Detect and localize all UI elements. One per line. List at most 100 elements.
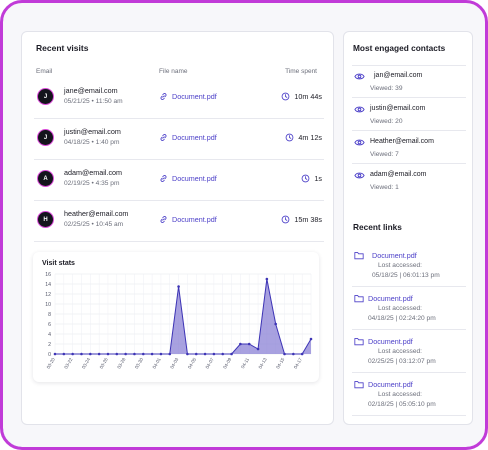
link-item[interactable]: Document.pdf Lost accessed: 02/18/25 | 0… [352, 374, 466, 416]
contact-email: jan@email.com [374, 72, 423, 79]
contact-email: adam@email.com [370, 171, 427, 178]
contact-item[interactable]: jan@email.com Viewed: 39 [352, 66, 466, 98]
data-point [159, 352, 163, 356]
eye-icon [354, 73, 365, 80]
link-item[interactable]: Document.pdf Lost accessed: 02/25/25 | 0… [352, 331, 466, 373]
avatar: A [37, 170, 54, 187]
visit-row[interactable]: J justin@email.com 04/18/25 • 1:40 pm Do… [34, 119, 324, 160]
x-tick-label: 04-15 [275, 357, 285, 370]
visit-datetime: 04/18/25 • 1:40 pm [64, 139, 120, 146]
link-icon [160, 134, 167, 141]
x-tick-label: 03-20 [46, 357, 56, 370]
data-point [150, 352, 154, 356]
avatar: J [37, 88, 54, 105]
visit-datetime: 05/21/25 • 11:50 am [64, 98, 123, 105]
file-name: Document.pdf [172, 174, 217, 183]
clock-icon [282, 92, 290, 101]
x-tick-label: 03-30 [134, 357, 144, 370]
recent-links-title: Recent links [353, 222, 402, 232]
x-tick-label: 04-05 [187, 357, 197, 370]
link-item[interactable]: Document.pdf Lost accessed: 04/18/25 | 0… [352, 288, 466, 330]
x-tick-label: 03-26 [99, 357, 109, 370]
data-point [309, 337, 313, 341]
x-tick-label: 04-09 [222, 357, 232, 370]
series-area [55, 279, 311, 354]
visit-row[interactable]: A adam@email.com 02/19/25 • 4:35 pm Docu… [34, 160, 324, 201]
last-accessed-date: 02/25/25 | 03:12:07 pm [368, 358, 436, 365]
file-link[interactable]: Document.pdf [159, 215, 217, 224]
file-name: Document.pdf [172, 133, 217, 142]
visit-datetime: 02/25/25 • 10:45 am [64, 221, 124, 228]
time-value: 1s [314, 174, 322, 183]
data-point [274, 322, 277, 326]
data-point [256, 347, 260, 351]
time-value: 10m 44s [294, 92, 322, 101]
last-accessed-label: Lost accessed: [378, 305, 422, 312]
visit-row[interactable]: J jane@email.com 05/21/25 • 11:50 am Doc… [34, 78, 324, 119]
data-point [212, 352, 216, 356]
data-point [80, 352, 83, 356]
contact-item[interactable]: Heather@email.com Viewed: 7 [352, 132, 466, 164]
folder-icon [354, 252, 364, 260]
y-tick-label: 12 [45, 292, 51, 298]
contact-email: Heather@email.com [370, 138, 434, 145]
contact-item[interactable]: justin@email.com Viewed: 20 [352, 99, 466, 131]
y-tick-label: 10 [45, 302, 51, 308]
column-header-file[interactable]: File name [159, 68, 188, 75]
contact-views: Viewed: 20 [370, 118, 403, 125]
last-accessed-label: Lost accessed: [378, 391, 422, 398]
folder-icon [354, 338, 364, 346]
data-point [141, 352, 145, 356]
y-tick-label: 14 [45, 282, 51, 288]
file-link[interactable]: Document.pdf [159, 92, 217, 101]
data-point [239, 342, 242, 346]
sidebar-card: Most engaged contacts jan@email.com View… [343, 31, 473, 425]
data-point [265, 277, 269, 281]
divider [352, 65, 466, 66]
y-tick-label: 4 [48, 332, 51, 338]
data-point [283, 352, 286, 356]
data-point [89, 352, 92, 356]
file-link[interactable]: Document.pdf [159, 174, 217, 183]
data-point [230, 352, 233, 356]
visit-row[interactable]: H heather@email.com 02/25/25 • 10:45 am … [34, 201, 324, 242]
file-link[interactable]: Document.pdf [159, 133, 217, 142]
folder-icon [354, 295, 364, 303]
eye-icon [354, 172, 365, 179]
contact-item[interactable]: adam@email.com Viewed: 1 [352, 165, 466, 197]
y-tick-label: 16 [45, 272, 51, 278]
x-tick-label: 04-01 [152, 357, 162, 370]
eye-icon [354, 106, 365, 113]
data-point [106, 352, 110, 356]
link-item[interactable]: Document.pdf Lost accessed: 05/18/25 | 0… [352, 245, 466, 287]
y-tick-label: 6 [48, 322, 51, 328]
visit-email: jane@email.com [64, 86, 118, 95]
contact-views: Viewed: 1 [370, 184, 399, 191]
x-tick-label: 03-24 [81, 357, 91, 370]
data-point [133, 352, 136, 356]
column-header-time[interactable]: Time spent [285, 68, 317, 75]
file-name: Document.pdf [172, 92, 217, 101]
column-header-email[interactable]: Email [36, 68, 53, 75]
visit-email: justin@email.com [64, 127, 121, 136]
contact-email: justin@email.com [370, 105, 426, 112]
clock-icon [282, 215, 290, 224]
x-tick-label: 03-28 [116, 357, 126, 370]
x-tick-label: 04-17 [293, 357, 303, 370]
link-icon [160, 93, 167, 100]
data-point [53, 352, 57, 356]
link-icon [160, 216, 167, 223]
x-tick-label: 03-22 [63, 357, 73, 370]
link-icon [160, 175, 167, 182]
last-accessed-label: Lost accessed: [378, 262, 422, 269]
clock-icon [302, 174, 310, 183]
engaged-title: Most engaged contacts [353, 43, 446, 53]
time-value: 4m 12s [298, 133, 322, 142]
avatar: J [37, 129, 54, 146]
time-spent: 1s [301, 174, 322, 183]
folder-icon [354, 381, 364, 389]
file-name: Document.pdf [172, 215, 217, 224]
eye-icon [354, 139, 365, 146]
y-tick-label: 0 [48, 352, 51, 358]
